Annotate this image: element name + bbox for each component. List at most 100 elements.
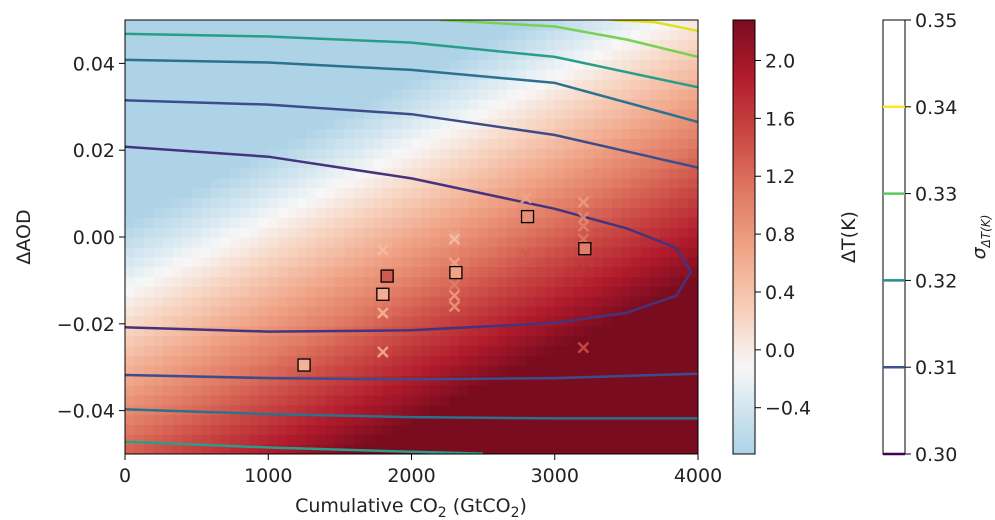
heatmap-cell <box>507 375 518 386</box>
heatmap-cell <box>163 148 174 159</box>
heatmap-cell <box>382 128 393 139</box>
heatmap-cell <box>535 434 546 445</box>
heatmap-cell <box>125 69 136 80</box>
heatmap-cell <box>210 20 222 31</box>
heatmap-cell <box>239 197 250 209</box>
heatmap-cell <box>249 246 260 258</box>
heatmap-cell <box>650 414 661 426</box>
heatmap-cell <box>316 98 327 110</box>
heatmap-cell <box>659 217 670 228</box>
heatmap-cell <box>363 128 374 139</box>
heatmap-cell <box>487 414 499 426</box>
heatmap-cell <box>201 266 212 278</box>
heatmap-cell <box>468 315 479 327</box>
heatmap-cell <box>392 296 403 307</box>
heatmap-cell <box>678 325 690 337</box>
heatmap-cell <box>688 98 698 110</box>
heatmap-cell <box>650 217 661 228</box>
heatmap-cell <box>382 424 393 435</box>
heatmap-cell <box>535 384 546 396</box>
heatmap-cell <box>354 128 365 139</box>
heatmap-cell <box>507 296 518 307</box>
heatmap-cell <box>526 394 537 406</box>
heatmap-cell <box>182 20 193 31</box>
heatmap-cell <box>621 384 632 396</box>
heatmap-cell <box>210 256 222 268</box>
heatmap-cell <box>535 345 546 356</box>
heatmap-cell <box>440 118 451 130</box>
heatmap-cell <box>631 138 642 149</box>
heatmap-cell <box>163 20 174 31</box>
heatmap-cell <box>249 404 260 416</box>
heatmap-cell <box>478 375 489 386</box>
heatmap-cell <box>325 266 336 278</box>
heatmap-cell <box>306 276 317 287</box>
heatmap-cell <box>631 197 642 209</box>
heatmap-cell <box>507 424 518 435</box>
heatmap-cell <box>545 237 556 248</box>
heatmap-cell <box>144 296 155 307</box>
heatmap-cell <box>325 158 336 169</box>
heatmap-cell <box>354 39 365 51</box>
heatmap-cell <box>277 424 288 435</box>
heatmap-cell <box>382 108 393 120</box>
heatmap-cell <box>497 98 508 110</box>
heatmap-cell <box>583 286 594 297</box>
heatmap-cell <box>191 276 202 287</box>
heatmap-cell <box>258 207 269 218</box>
heatmap-cell <box>277 49 288 61</box>
heatmap-cell <box>144 98 155 110</box>
heatmap-cell <box>545 138 556 149</box>
heatmap-cell <box>201 365 212 376</box>
heatmap-cell <box>363 404 374 416</box>
heatmap-cell <box>421 384 432 396</box>
heatmap-cell <box>602 197 613 209</box>
heatmap-cell <box>153 227 164 238</box>
heatmap-cell <box>163 227 174 238</box>
heatmap-cell <box>354 286 365 297</box>
x-marker <box>520 192 532 204</box>
heatmap-cell <box>287 296 298 307</box>
heatmap-cell <box>182 187 193 199</box>
heatmap-cell <box>487 394 499 406</box>
heatmap-cell <box>612 286 623 297</box>
heatmap-cell <box>545 158 556 169</box>
heatmap-cell <box>411 266 422 278</box>
heatmap-cell <box>316 296 327 307</box>
heatmap-cell <box>678 197 690 209</box>
heatmap-cell <box>373 158 384 169</box>
heatmap-cell <box>497 404 508 416</box>
heatmap-cell <box>669 424 680 435</box>
heatmap-cell <box>153 315 164 327</box>
heatmap-cell <box>487 98 499 110</box>
heatmap-cell <box>287 79 298 90</box>
heatmap-cell <box>592 246 604 258</box>
heatmap-cell <box>478 98 489 110</box>
heatmap-cell <box>220 404 231 416</box>
heatmap-cell <box>573 296 584 307</box>
heatmap-cell <box>172 345 183 356</box>
colorbar-tick-label: 1.2 <box>765 166 795 188</box>
heatmap-cell <box>182 197 193 209</box>
heatmap-cell <box>659 59 670 70</box>
heatmap-cell <box>554 29 565 41</box>
heatmap-cell <box>545 29 556 41</box>
heatmap-cell <box>421 148 432 159</box>
heatmap-cell <box>191 98 202 110</box>
heatmap-cell <box>602 296 613 307</box>
heatmap-cell <box>382 335 393 347</box>
heatmap-cell <box>363 256 374 268</box>
heatmap-cell <box>669 434 680 445</box>
heatmap-cell <box>230 345 241 356</box>
heatmap-cell <box>449 424 460 435</box>
heatmap-cell <box>507 434 518 445</box>
heatmap-cell <box>631 39 642 51</box>
heatmap-cell <box>573 167 584 179</box>
heatmap-cell <box>382 39 393 51</box>
heatmap-cell <box>421 89 432 100</box>
heatmap-cell <box>640 69 651 80</box>
heatmap-cell <box>230 335 241 347</box>
heatmap-cell <box>659 207 670 218</box>
heatmap-cell <box>516 39 527 51</box>
heatmap-cell <box>640 167 651 179</box>
